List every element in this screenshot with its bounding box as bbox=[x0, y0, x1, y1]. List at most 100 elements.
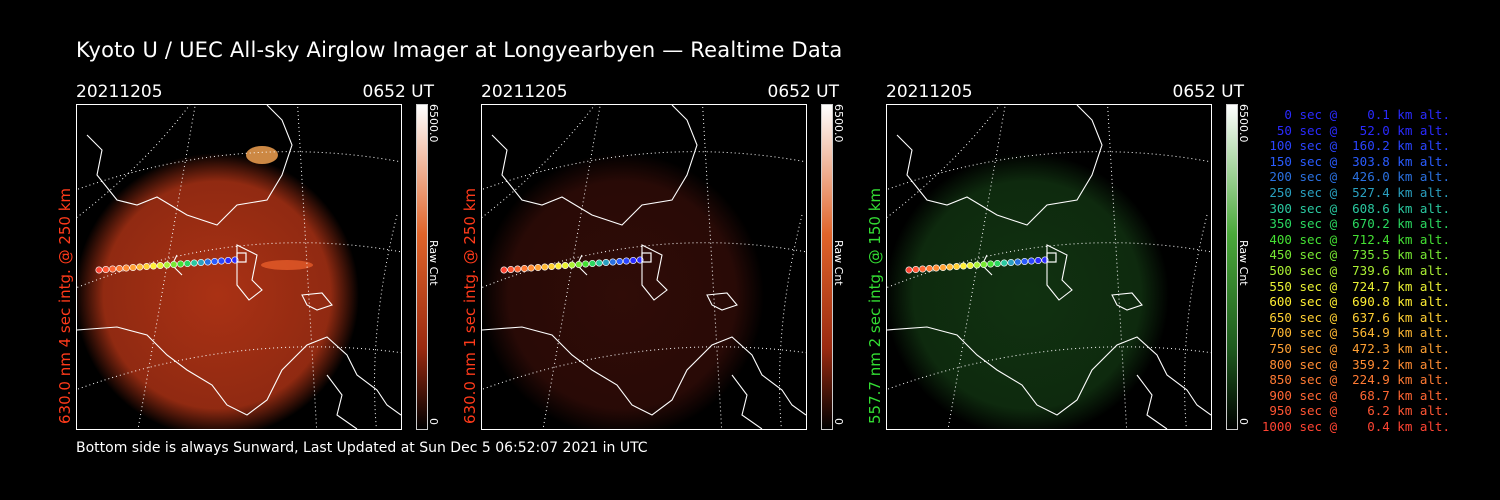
trajectory-point bbox=[143, 263, 151, 271]
trajectory-point bbox=[980, 261, 988, 269]
trajectory-point bbox=[582, 260, 590, 268]
legend-row: 700 sec @ 564.9 km alt. bbox=[1261, 325, 1450, 341]
satellite-trajectory bbox=[905, 252, 1057, 274]
trajectory-point bbox=[966, 262, 974, 270]
trajectory-point bbox=[1021, 258, 1029, 266]
colorbar-unit: Raw Cnt bbox=[832, 240, 845, 286]
legend-row: 900 sec @ 68.7 km alt. bbox=[1261, 387, 1450, 403]
trajectory-point bbox=[1007, 259, 1015, 267]
panel-time: 0652 UT bbox=[767, 82, 840, 102]
footer-note: Bottom side is always Sunward, Last Upda… bbox=[76, 440, 648, 456]
trajectory-point bbox=[939, 264, 947, 272]
legend-row: 600 sec @ 690.8 km alt. bbox=[1261, 294, 1450, 310]
trajectory-point bbox=[136, 263, 144, 271]
trajectory-point bbox=[554, 262, 562, 270]
legend-row: 850 sec @ 224.9 km alt. bbox=[1261, 372, 1450, 388]
trajectory-point bbox=[507, 266, 515, 274]
trajectory-point bbox=[109, 265, 117, 273]
colorbar-max: 6500.0 bbox=[832, 104, 845, 143]
legend-row: 0 sec @ 0.1 km alt. bbox=[1261, 107, 1450, 122]
trajectory-point bbox=[959, 262, 967, 270]
trajectory-point bbox=[500, 266, 508, 274]
colorbar-min: 0 bbox=[427, 418, 440, 425]
panel-ylabel: 630.0 nm 1 sec intg. @ 250 km bbox=[461, 187, 479, 424]
trajectory-point bbox=[170, 261, 178, 269]
trajectory-point bbox=[932, 264, 940, 272]
coastlines bbox=[887, 105, 1211, 429]
colorbar-unit: Raw Cnt bbox=[1237, 240, 1250, 286]
trajectory-point bbox=[183, 260, 191, 268]
satellite-trajectory bbox=[95, 252, 247, 274]
legend-row: 350 sec @ 670.2 km alt. bbox=[1261, 216, 1450, 232]
panel-time: 0652 UT bbox=[362, 82, 435, 102]
trajectory-point bbox=[115, 265, 123, 273]
trajectory-point bbox=[204, 258, 212, 266]
imager-panel-1: 20211205 0652 UT 630.0 nm 4 sec intg. @ … bbox=[56, 82, 440, 432]
legend-row: 750 sec @ 472.3 km alt. bbox=[1261, 340, 1450, 356]
colorbar bbox=[1226, 104, 1238, 430]
panel-date: 20211205 bbox=[886, 82, 973, 102]
allsky-image bbox=[886, 104, 1212, 430]
satellite-trajectory bbox=[500, 252, 652, 274]
station-marker bbox=[1046, 252, 1057, 263]
trajectory-point bbox=[568, 261, 576, 269]
trajectory-point bbox=[534, 264, 542, 272]
trajectory-point bbox=[163, 261, 171, 269]
airglow-disk bbox=[482, 153, 764, 429]
trajectory-point bbox=[156, 262, 164, 270]
trajectory-point bbox=[122, 264, 130, 272]
trajectory-point bbox=[514, 265, 522, 273]
aurora-spot bbox=[246, 146, 278, 164]
trajectory-point bbox=[561, 262, 569, 270]
airglow-disk bbox=[77, 153, 359, 429]
trajectory-point bbox=[102, 266, 110, 274]
trajectory-point bbox=[973, 261, 981, 269]
trajectory-point bbox=[616, 258, 624, 266]
legend-row: 200 sec @ 426.0 km alt. bbox=[1261, 169, 1450, 185]
trajectory-point bbox=[224, 257, 232, 265]
legend-row: 1000 sec @ 0.4 km alt. bbox=[1261, 418, 1450, 434]
trajectory-point bbox=[912, 266, 920, 274]
colorbar bbox=[416, 104, 428, 430]
colorbar-min: 0 bbox=[1237, 418, 1250, 425]
colorbar bbox=[821, 104, 833, 430]
imager-panel-2: 20211205 0652 UT 630.0 nm 1 sec intg. @ … bbox=[461, 82, 845, 432]
aurora-band bbox=[261, 260, 313, 270]
legend-row: 500 sec @ 739.6 km alt. bbox=[1261, 262, 1450, 278]
trajectory-legend: 0 sec @ 0.1 km alt. 50 sec @ 52.0 km alt… bbox=[1260, 107, 1450, 434]
trajectory-point bbox=[520, 265, 528, 273]
legend-row: 650 sec @ 637.6 km alt. bbox=[1261, 309, 1450, 325]
trajectory-point bbox=[946, 263, 954, 271]
trajectory-point bbox=[527, 264, 535, 272]
legend-row: 800 sec @ 359.2 km alt. bbox=[1261, 356, 1450, 372]
trajectory-point bbox=[588, 260, 596, 268]
legend-row: 300 sec @ 608.6 km alt. bbox=[1261, 200, 1450, 216]
legend-row: 50 sec @ 52.0 km alt. bbox=[1261, 122, 1450, 138]
allsky-image bbox=[76, 104, 402, 430]
trajectory-point bbox=[129, 264, 137, 272]
legend-row: 100 sec @ 160.2 km alt. bbox=[1261, 138, 1450, 154]
legend-row: 250 sec @ 527.4 km alt. bbox=[1261, 184, 1450, 200]
trajectory-point bbox=[575, 261, 583, 269]
allsky-image bbox=[481, 104, 807, 430]
legend-row: 450 sec @ 735.5 km alt. bbox=[1261, 247, 1450, 263]
trajectory-point bbox=[1034, 257, 1042, 265]
coastlines bbox=[482, 105, 806, 429]
trajectory-point bbox=[197, 259, 205, 267]
panel-time: 0652 UT bbox=[1172, 82, 1245, 102]
station-marker bbox=[641, 252, 652, 263]
trajectory-point bbox=[1027, 257, 1035, 265]
panel-ylabel: 630.0 nm 4 sec intg. @ 250 km bbox=[56, 187, 74, 424]
trajectory-point bbox=[548, 263, 556, 271]
panel-date: 20211205 bbox=[481, 82, 568, 102]
trajectory-point bbox=[595, 259, 603, 267]
trajectory-point bbox=[1000, 259, 1008, 267]
legend-row: 400 sec @ 712.4 km alt. bbox=[1261, 231, 1450, 247]
trajectory-point bbox=[953, 263, 961, 271]
trajectory-point bbox=[622, 257, 630, 265]
page-title: Kyoto U / UEC All-sky Airglow Imager at … bbox=[76, 38, 843, 62]
trajectory-point bbox=[149, 262, 157, 270]
panel-ylabel: 557.7 nm 2 sec intg. @ 150 km bbox=[866, 187, 884, 424]
station-marker bbox=[236, 252, 247, 263]
legend-row: 150 sec @ 303.8 km alt. bbox=[1261, 153, 1450, 169]
